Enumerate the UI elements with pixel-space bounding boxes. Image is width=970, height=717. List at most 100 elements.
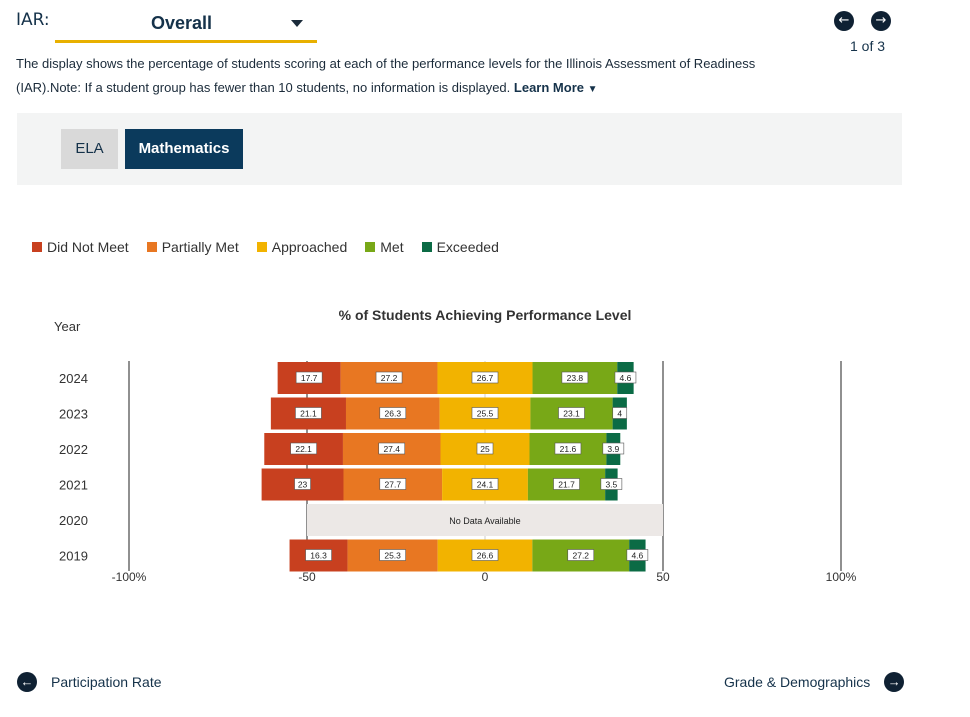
legend-swatch (32, 242, 42, 252)
data-label-box (379, 549, 406, 561)
chevron-down-icon: ▼ (587, 84, 598, 95)
subject-tabs: ELA Mathematics (17, 113, 902, 185)
data-label-box (561, 371, 589, 384)
data-label: 21.1 (300, 409, 317, 419)
data-label: 23 (298, 480, 308, 490)
legend-label: Partially Met (161, 239, 239, 255)
data-label: 22.1 (295, 444, 312, 454)
x-tick-label: 100% (826, 570, 857, 584)
y-axis-label: Year (54, 319, 81, 334)
legend-item-met[interactable]: Met (365, 239, 404, 255)
data-label: 4.6 (631, 551, 643, 561)
learn-more-link[interactable]: Learn More ▼ (514, 80, 598, 95)
data-label: 23.8 (567, 373, 584, 383)
x-tick-label: 50 (656, 570, 670, 584)
data-label-box (375, 371, 403, 384)
data-label-box (554, 442, 582, 455)
data-label-box (602, 442, 625, 455)
data-label: 24.1 (477, 480, 494, 490)
data-label: 21.7 (558, 480, 575, 490)
student-group-select-value: Overall (151, 13, 213, 33)
y-tick-label: 2019 (59, 549, 88, 564)
legend-label: Did Not Meet (47, 239, 129, 255)
legend-item-partially-met[interactable]: Partially Met (146, 239, 239, 255)
chevron-down-icon (291, 20, 303, 27)
data-label: 27.7 (385, 480, 402, 490)
data-label-box (471, 371, 499, 384)
pager-indicator: 1 of 3 (850, 38, 886, 54)
tab-mathematics[interactable]: Mathematics (125, 129, 243, 169)
data-label-box (612, 407, 628, 419)
legend-swatch (421, 242, 432, 252)
data-label-box (558, 407, 585, 419)
y-tick-label: 2023 (59, 407, 88, 422)
data-label-box (567, 549, 595, 561)
data-label-box (600, 478, 623, 490)
data-label-box (626, 549, 649, 561)
legend-label: Met (380, 239, 404, 255)
performance-chart: % of Students Achieving Performance Leve… (54, 307, 857, 584)
data-label: 3.9 (607, 444, 619, 454)
legend-item-did-not-meet[interactable]: Did Not Meet (32, 239, 129, 255)
data-label: 27.2 (381, 373, 398, 383)
x-tick-label: 0 (482, 570, 489, 584)
data-label-box (290, 442, 317, 455)
data-label-box (295, 371, 323, 384)
next-arrow-icon[interactable]: → (871, 11, 891, 31)
legend-label: Approached (271, 239, 348, 255)
description-text: The display shows the percentage of stud… (16, 56, 756, 95)
data-label-box (379, 478, 407, 490)
data-label-box (471, 407, 499, 419)
description: The display shows the percentage of stud… (16, 52, 816, 102)
y-tick-label: 2022 (59, 442, 88, 457)
legend-item-approached[interactable]: Approached (256, 239, 348, 255)
y-tick-label: 2020 (59, 513, 88, 528)
legend-swatch (365, 242, 376, 252)
data-label-box (471, 478, 499, 490)
participation-rate-label: Participation Rate (51, 674, 162, 690)
previous-arrow-icon[interactable]: ← (834, 11, 854, 31)
grade-demographics-link[interactable]: Grade & Demographics → (724, 672, 905, 692)
y-tick-label: 2021 (59, 478, 88, 493)
grade-demographics-label: Grade & Demographics (724, 674, 871, 690)
student-group-select[interactable]: Overall (55, 8, 317, 43)
data-label: 16.3 (310, 551, 327, 561)
data-label: 26.6 (477, 551, 494, 561)
data-label: 17.7 (301, 373, 318, 383)
chart-legend: Did Not Meet Partially Met Approached Me… (32, 239, 499, 255)
data-label-box (305, 549, 332, 561)
data-label: 27.4 (383, 444, 400, 454)
data-label: 25.3 (384, 551, 401, 561)
data-label-box (294, 478, 311, 490)
arrow-left-icon: ← (17, 672, 37, 692)
data-label-box (379, 407, 407, 419)
data-label-box (553, 478, 580, 490)
data-label: 26.3 (385, 409, 402, 419)
y-tick-label: 2024 (59, 371, 88, 386)
data-label: 25 (480, 444, 490, 454)
data-label-box (476, 442, 494, 455)
learn-more-label: Learn More (513, 80, 584, 95)
data-label-box (378, 442, 406, 455)
data-label: 3.5 (605, 480, 617, 490)
data-label: 25.5 (477, 409, 494, 419)
legend-swatch (256, 242, 267, 252)
participation-rate-link[interactable]: ← Participation Rate (17, 672, 162, 692)
arrow-right-icon: → (884, 672, 905, 692)
data-label: 27.2 (572, 551, 589, 561)
tab-ela[interactable]: ELA (61, 129, 118, 169)
legend-item-exceeded[interactable]: Exceeded (421, 239, 499, 255)
legend-label: Exceeded (436, 239, 499, 255)
data-label: 23.1 (563, 409, 580, 419)
data-label-box (614, 371, 637, 384)
legend-swatch (146, 242, 157, 252)
no-data-label: No Data Available (449, 516, 520, 526)
data-label-box (471, 549, 499, 561)
x-tick-label: -100% (112, 570, 147, 584)
data-label: 26.7 (477, 373, 494, 383)
data-label: 4.6 (620, 373, 632, 383)
iar-label: IAR: (16, 10, 50, 30)
chart-title: % of Students Achieving Performance Leve… (339, 307, 632, 323)
data-label: 21.6 (560, 444, 577, 454)
data-label: 4 (617, 409, 622, 419)
